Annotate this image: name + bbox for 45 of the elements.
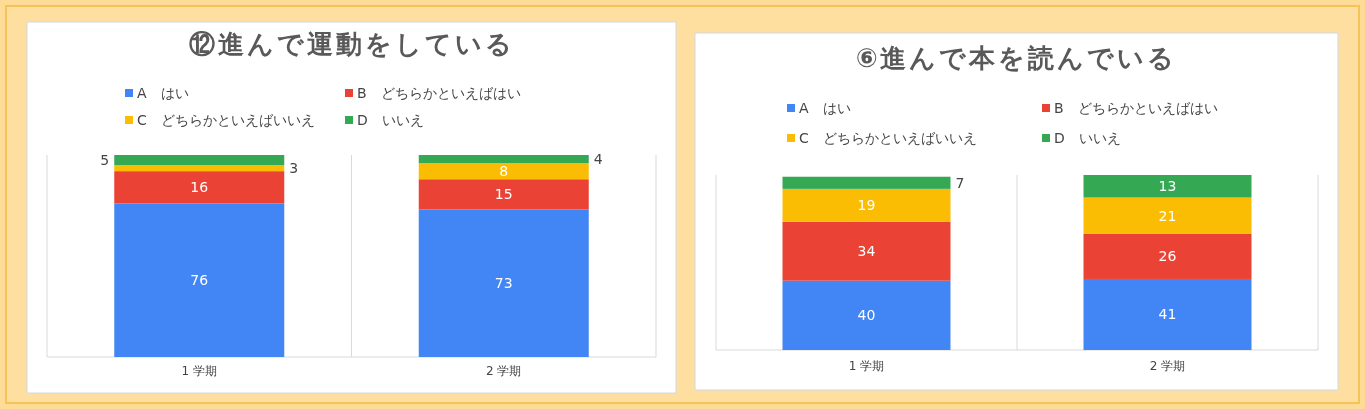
- data-label: 76: [190, 272, 209, 289]
- bar: [782, 221, 951, 281]
- bar: [418, 155, 589, 164]
- data-label: 26: [1158, 248, 1177, 265]
- data-label: 40: [857, 307, 876, 324]
- data-label: 7: [955, 174, 965, 191]
- legend-label: C どちらかといえばいいえ: [137, 112, 315, 128]
- bar: [782, 176, 951, 189]
- legend-label: B どちらかといえばはい: [1054, 100, 1218, 116]
- data-label: 3: [289, 160, 299, 177]
- bar: [418, 209, 589, 357]
- bar: [782, 188, 951, 222]
- legend-label: B どちらかといえばはい: [357, 85, 521, 101]
- bar: [114, 165, 285, 172]
- bar: [114, 171, 285, 204]
- legend-label: C どちらかといえばいいえ: [799, 130, 977, 146]
- data-label: 73: [494, 275, 513, 292]
- legend-label: D いいえ: [1054, 130, 1121, 146]
- chart-title: ⑥進んで本を読んでいる: [855, 43, 1178, 73]
- legend-label: A はい: [137, 85, 189, 101]
- data-label: 16: [190, 179, 209, 196]
- data-label: 15: [494, 186, 513, 203]
- bar: [418, 163, 589, 180]
- x-tick-label: 1 学期: [181, 364, 217, 378]
- data-label: 21: [1158, 207, 1177, 224]
- data-label: 5: [100, 152, 110, 169]
- data-label: 4: [593, 151, 603, 168]
- data-label: 8: [499, 163, 509, 180]
- legend-label: D いいえ: [357, 112, 424, 128]
- data-label: 34: [857, 243, 876, 260]
- legend-label: A はい: [799, 100, 851, 116]
- x-tick-label: 2 学期: [1149, 359, 1186, 373]
- bar: [1083, 278, 1252, 350]
- data-label: 41: [1158, 306, 1177, 323]
- bar: [782, 280, 951, 350]
- bar: [418, 179, 589, 210]
- bar: [114, 203, 285, 357]
- x-tick-label: 1 学期: [848, 359, 885, 373]
- chart-title: ⑫進んで運動をしている: [188, 29, 515, 59]
- bar: [1083, 233, 1252, 279]
- bar: [1083, 175, 1252, 198]
- x-tick-label: 2 学期: [486, 364, 522, 378]
- data-label: 19: [857, 197, 876, 214]
- bar: [114, 155, 285, 166]
- bar: [1083, 197, 1252, 234]
